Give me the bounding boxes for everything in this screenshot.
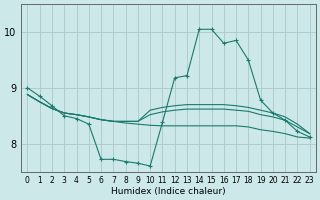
X-axis label: Humidex (Indice chaleur): Humidex (Indice chaleur) bbox=[111, 187, 226, 196]
